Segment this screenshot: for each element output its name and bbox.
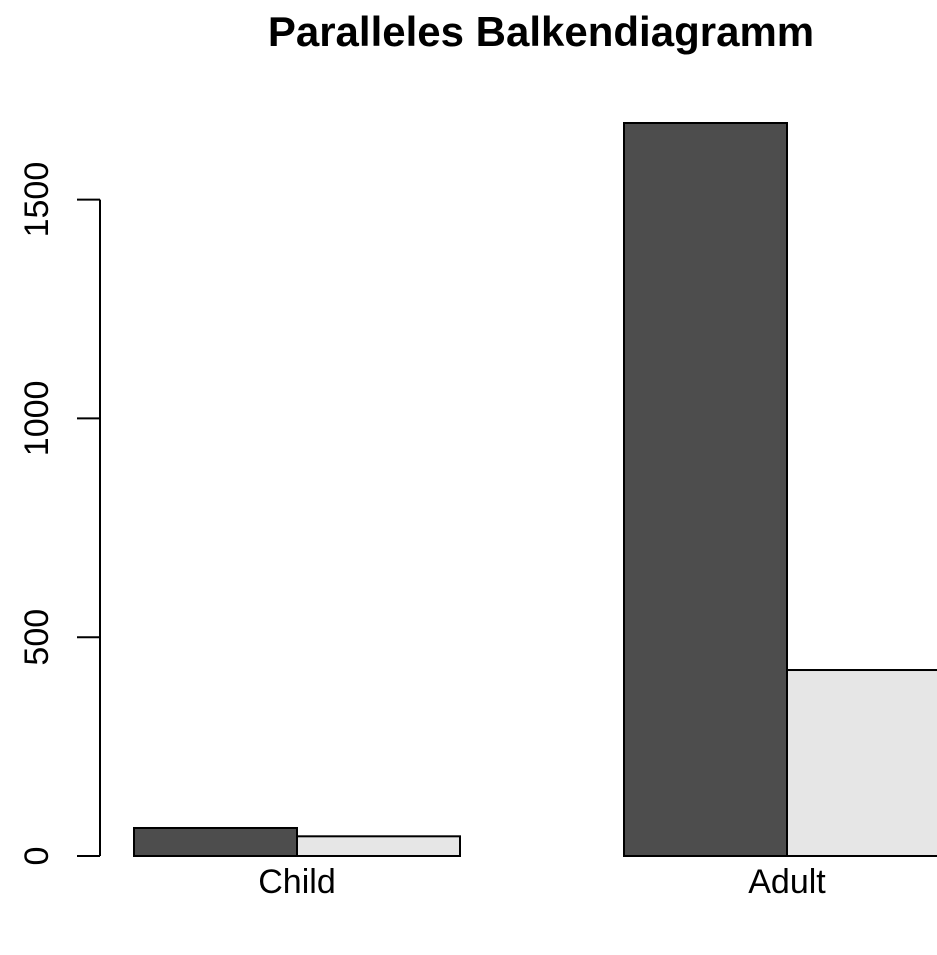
y-tick-label-500: 500 [18,609,56,666]
y-axis: 0 500 1000 1500 [18,162,101,866]
x-axis-labels: Child Adult [258,863,826,901]
bar-child-series-2 [296,835,461,857]
bar-adult-series-2 [786,669,937,858]
bars-group [133,122,937,858]
y-tick-label-1500: 1500 [18,162,56,238]
category-label-child: Child [258,863,335,901]
bar-child-series-1 [133,826,298,858]
y-tick-label-1000: 1000 [18,381,56,457]
category-label-adult: Adult [748,863,826,901]
y-tick-label-0: 0 [18,847,56,866]
bar-adult-series-1 [623,122,788,857]
chart-title: Paralleles Balkendiagramm [268,8,814,55]
